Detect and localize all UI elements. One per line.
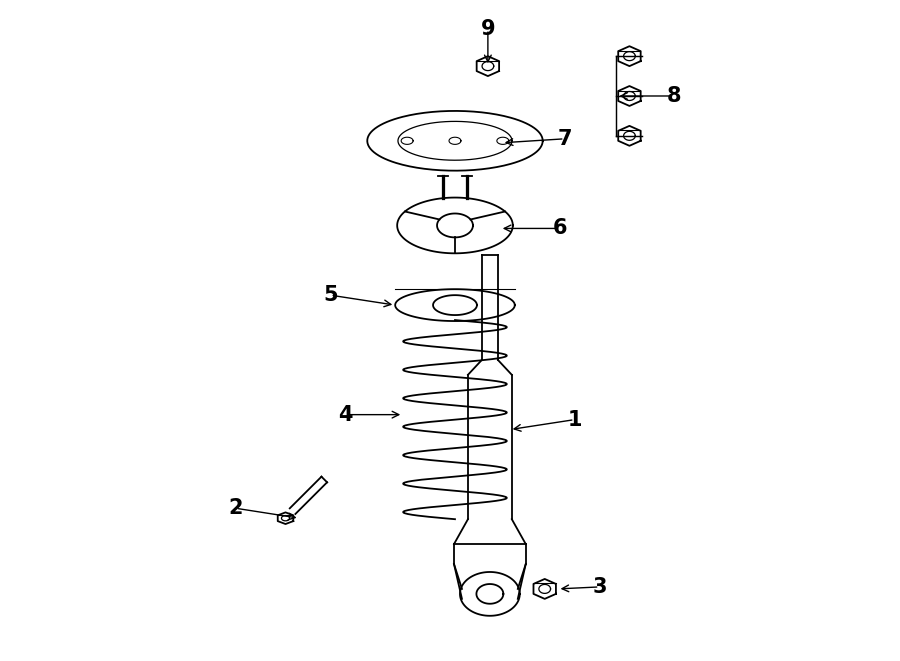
- Text: 6: 6: [553, 218, 567, 239]
- Text: 5: 5: [323, 285, 338, 305]
- Text: 3: 3: [592, 577, 607, 597]
- Text: 7: 7: [557, 129, 572, 149]
- Text: 2: 2: [229, 498, 243, 518]
- Text: 9: 9: [481, 19, 495, 39]
- Text: 4: 4: [338, 405, 353, 424]
- Text: 8: 8: [667, 86, 681, 106]
- Text: 1: 1: [567, 410, 582, 430]
